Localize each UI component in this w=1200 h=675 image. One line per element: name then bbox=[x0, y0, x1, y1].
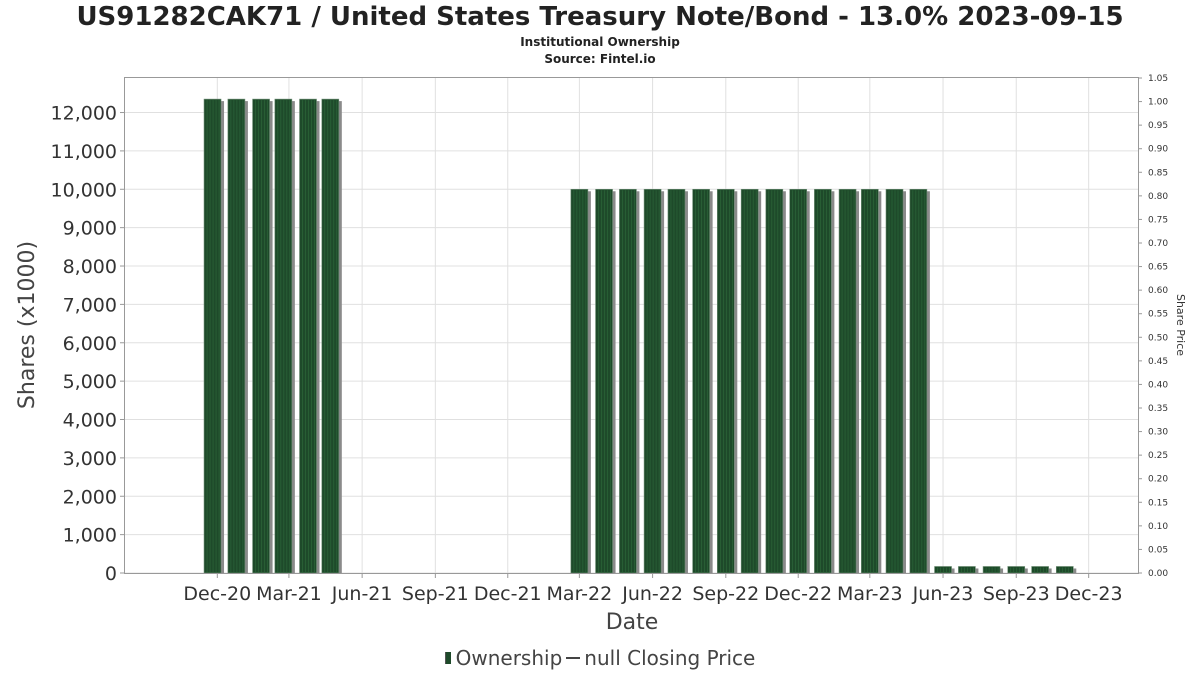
y-right-tick-label: 0.80 bbox=[1148, 192, 1168, 202]
x-tick-label: Dec-21 bbox=[474, 583, 542, 605]
ownership-bar bbox=[692, 188, 710, 574]
y-tick-label: 7,000 bbox=[63, 294, 117, 316]
chart-subtitle: Institutional Ownership bbox=[520, 35, 680, 49]
ownership-bar bbox=[227, 98, 246, 574]
chart-source: Source: Fintel.io bbox=[544, 52, 656, 66]
x-tick-label: Mar-22 bbox=[547, 583, 613, 605]
plot-frame bbox=[124, 77, 1139, 574]
x-tick-label: Jun-21 bbox=[331, 583, 393, 605]
y-right-tick-label: 0.75 bbox=[1148, 215, 1168, 225]
y-tick-label: 10,000 bbox=[51, 179, 117, 201]
y-axis: 0 1,000 2,000 3,000 4,000 5,000 6,000 7,000 8,00… bbox=[51, 103, 125, 585]
y-tick-label: 12,000 bbox=[51, 103, 117, 125]
y-right-tick-label: 0.30 bbox=[1148, 428, 1168, 438]
ownership-bar bbox=[667, 188, 686, 574]
ownership-bar bbox=[1007, 566, 1026, 574]
y-right-tick-label: 0.60 bbox=[1148, 286, 1168, 296]
chart-canvas: 0 1,000 2,000 3,000 4,000 5,000 6,000 7,000 8,00… bbox=[15, 74, 1187, 635]
y-right-tick-label: 1.00 bbox=[1148, 98, 1168, 108]
ownership-bar bbox=[321, 98, 340, 574]
y-right-tick-label: 0.65 bbox=[1148, 263, 1168, 273]
ownership-bar bbox=[861, 188, 879, 574]
y-tick-label: 4,000 bbox=[63, 410, 117, 432]
y-tick-label: 6,000 bbox=[63, 333, 117, 355]
ownership-bar bbox=[716, 188, 735, 574]
y-tick-label: 11,000 bbox=[51, 141, 117, 163]
y-tick-label: 5,000 bbox=[63, 371, 117, 393]
ownership-bar bbox=[934, 566, 952, 574]
x-tick-label: Dec-23 bbox=[1055, 583, 1123, 605]
ownership-bar bbox=[982, 566, 1001, 574]
y-tick-label: 1,000 bbox=[63, 525, 117, 547]
y-right-tick-label: 0.40 bbox=[1148, 380, 1168, 390]
ownership-bar bbox=[740, 188, 759, 574]
ownership-bar bbox=[885, 188, 904, 574]
x-tick-label: Dec-22 bbox=[764, 583, 832, 605]
y-right-tick-label: 1.05 bbox=[1148, 74, 1168, 84]
y-right-tick-label: 0.15 bbox=[1148, 498, 1168, 508]
legend-price: null Closing Price bbox=[584, 646, 756, 670]
x-tick-label: Sep-23 bbox=[983, 583, 1050, 605]
y-tick-label: 3,000 bbox=[63, 448, 117, 470]
y-tick-label: 8,000 bbox=[63, 256, 117, 278]
x-tick-label: Jun-23 bbox=[912, 583, 974, 605]
ownership-bar bbox=[619, 188, 637, 574]
y-axis-title: Shares (x1000) bbox=[15, 241, 40, 409]
y-axis-right: 0.00 0.05 0.10 0.15 0.20 0.25 0.30 0.35 0.40 0.45… bbox=[1138, 74, 1168, 579]
ownership-bar bbox=[909, 188, 928, 574]
ownership-bar bbox=[203, 98, 222, 574]
legend-ownership: Ownership bbox=[455, 646, 563, 670]
y-right-tick-label: 0.35 bbox=[1148, 404, 1168, 414]
ownership-swatch bbox=[444, 652, 451, 664]
ownership-bar bbox=[789, 188, 808, 574]
ownership-bar bbox=[1031, 566, 1049, 574]
y-right-tick-label: 0.20 bbox=[1148, 475, 1168, 485]
ownership-bar bbox=[765, 188, 784, 574]
y-right-tick-label: 0.90 bbox=[1148, 145, 1168, 155]
x-tick-label: Sep-22 bbox=[692, 583, 759, 605]
y-right-tick-label: 0.10 bbox=[1148, 522, 1168, 532]
ownership-bar bbox=[252, 98, 270, 574]
y-right-tick-label: 0.05 bbox=[1148, 545, 1168, 555]
chart-title: US91282CAK71 / United States Treasury No… bbox=[76, 2, 1124, 32]
ownership-bar bbox=[958, 566, 976, 574]
y-right-tick-label: 0.25 bbox=[1148, 451, 1168, 461]
ownership-bar bbox=[595, 188, 613, 574]
ownership-bar bbox=[814, 188, 832, 574]
y-right-tick-label: 0.70 bbox=[1148, 239, 1168, 249]
y-right-tick-label: 0.45 bbox=[1148, 357, 1168, 367]
y-right-tick-label: 0.55 bbox=[1148, 310, 1168, 320]
ownership-bar bbox=[570, 188, 589, 574]
y-axis-right-title: Share Price bbox=[1174, 294, 1187, 356]
ownership-bar bbox=[1055, 566, 1074, 574]
x-tick-label: Dec-20 bbox=[183, 583, 251, 605]
ownership-bar bbox=[299, 98, 317, 574]
ownership-bar bbox=[643, 188, 662, 574]
bars bbox=[203, 98, 1077, 574]
x-tick-label: Mar-23 bbox=[837, 583, 903, 605]
x-tick-label: Sep-21 bbox=[402, 583, 469, 605]
x-axis-title: Date bbox=[606, 610, 659, 635]
ownership-bar bbox=[274, 98, 293, 574]
y-right-tick-label: 0.85 bbox=[1148, 168, 1168, 178]
legend: Ownership null Closing Price bbox=[0, 646, 1200, 670]
y-right-tick-label: 0.50 bbox=[1148, 333, 1168, 343]
price-line-swatch bbox=[566, 657, 581, 659]
x-tick-label: Jun-22 bbox=[621, 583, 683, 605]
y-right-tick-label: 0.95 bbox=[1148, 121, 1168, 131]
x-tick-label: Mar-21 bbox=[256, 583, 322, 605]
y-tick-label: 9,000 bbox=[63, 218, 117, 240]
y-tick-label: 0 bbox=[105, 563, 117, 585]
x-axis: Dec-20 Mar-21 Jun-21 Sep-21 Dec-21 Mar-22 Jun-… bbox=[183, 573, 1123, 605]
y-tick-label: 2,000 bbox=[63, 486, 117, 508]
ownership-bar bbox=[838, 188, 857, 574]
y-right-tick-label: 0.00 bbox=[1148, 569, 1168, 579]
